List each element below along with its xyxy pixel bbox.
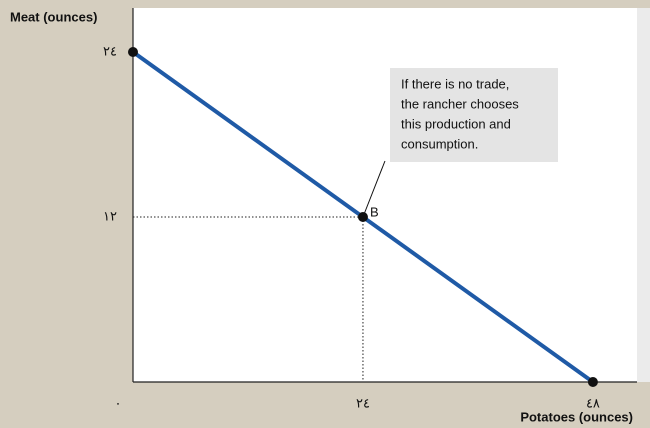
annotation-box [390, 68, 558, 162]
x-tick-label: ٢٤ [356, 395, 370, 410]
annotation-text: consumption. [401, 136, 478, 151]
endpoint [587, 377, 598, 387]
y-tick-label: ١٢ [103, 208, 117, 223]
annotation-text: the rancher chooses [401, 96, 519, 111]
side-strip [637, 8, 650, 382]
x-axis-label: Potatoes (ounces) [520, 409, 633, 424]
point-label: B [370, 204, 379, 219]
x-tick-label: ٠ [115, 395, 122, 410]
x-tick-label: ٤٨ [586, 395, 600, 410]
callout-line [362, 160, 386, 218]
y-axis-label: Meat (ounces) [10, 9, 97, 24]
plot-area [133, 8, 637, 382]
annotation-text: this production and [401, 116, 511, 131]
y-tick-label: ٢٤ [103, 43, 117, 58]
annotation-text: If there is no trade, [401, 76, 509, 91]
endpoint [128, 47, 138, 57]
point [357, 212, 368, 222]
